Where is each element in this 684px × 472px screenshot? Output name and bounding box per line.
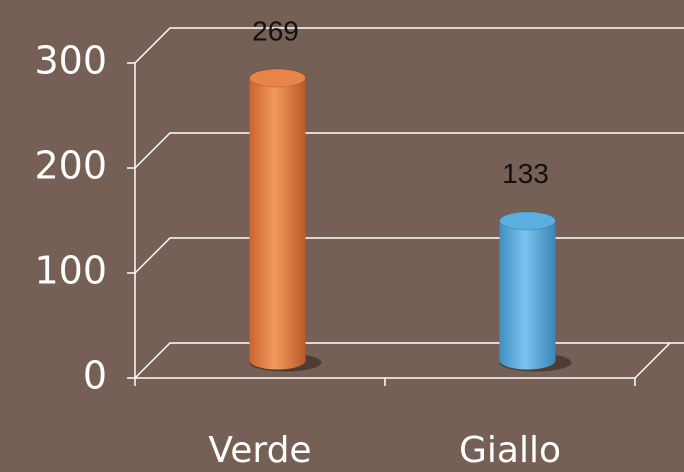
grid-line: [134, 237, 684, 274]
y-tick-label: 0: [83, 354, 107, 398]
bar-top: [249, 68, 306, 88]
grid-line: [134, 342, 684, 379]
floor-right: [634, 342, 671, 379]
bar-top: [499, 211, 556, 231]
grid-line: [134, 132, 684, 169]
x-tick-label: Giallo: [459, 430, 561, 471]
y-tick-label: 100: [34, 249, 107, 293]
value-label: 133: [502, 158, 549, 189]
grid-line: [134, 27, 684, 64]
y-tick-label: 200: [34, 144, 107, 188]
bar: [249, 78, 306, 361]
x-tick-label: Verde: [208, 430, 311, 471]
value-label: 269: [252, 15, 299, 46]
y-tick-label: 300: [34, 39, 107, 83]
bar: [499, 220, 556, 361]
